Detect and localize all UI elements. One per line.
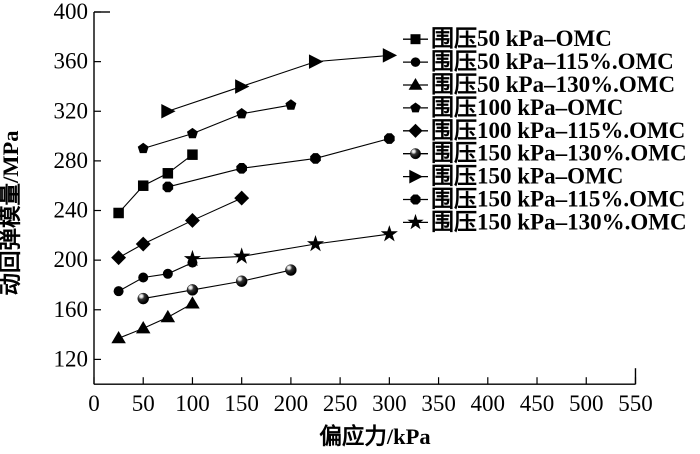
svg-text:550: 550	[618, 391, 653, 416]
svg-text:250: 250	[323, 391, 358, 416]
svg-text:动回弹模量/MPa: 动回弹模量/MPa	[0, 131, 23, 296]
svg-text:0: 0	[88, 391, 100, 416]
svg-text:350: 350	[421, 391, 456, 416]
svg-text:50: 50	[132, 391, 155, 416]
svg-text:围压150 kPa–130%.OMC: 围压150 kPa–130%.OMC	[431, 141, 687, 166]
svg-text:300: 300	[372, 391, 407, 416]
svg-text:500: 500	[569, 391, 604, 416]
svg-text:围压50 kPa–OMC: 围压50 kPa–OMC	[431, 26, 612, 51]
svg-text:200: 200	[274, 391, 309, 416]
svg-text:360: 360	[54, 49, 89, 74]
svg-text:200: 200	[54, 247, 89, 272]
svg-text:围压100 kPa–115%.OMC: 围压100 kPa–115%.OMC	[431, 118, 685, 143]
svg-text:围压50 kPa–130%.OMC: 围压50 kPa–130%.OMC	[431, 72, 675, 97]
svg-text:280: 280	[54, 148, 89, 173]
svg-text:围压50 kPa–115%.OMC: 围压50 kPa–115%.OMC	[431, 49, 674, 74]
svg-text:400: 400	[54, 0, 89, 24]
svg-text:围压150 kPa–130%.OMC: 围压150 kPa–130%.OMC	[431, 209, 687, 234]
svg-text:偏应力/kPa: 偏应力/kPa	[319, 423, 430, 449]
svg-text:围压150 kPa–OMC: 围压150 kPa–OMC	[431, 164, 623, 189]
svg-text:围压100 kPa–OMC: 围压100 kPa–OMC	[431, 95, 623, 120]
svg-text:240: 240	[54, 198, 89, 223]
svg-text:100: 100	[175, 391, 210, 416]
svg-text:160: 160	[54, 297, 89, 322]
svg-text:120: 120	[54, 346, 89, 371]
svg-text:400: 400	[471, 391, 506, 416]
svg-text:150: 150	[224, 391, 259, 416]
svg-text:320: 320	[54, 98, 89, 123]
svg-text:围压150 kPa–115%.OMC: 围压150 kPa–115%.OMC	[431, 187, 685, 212]
svg-text:450: 450	[520, 391, 555, 416]
